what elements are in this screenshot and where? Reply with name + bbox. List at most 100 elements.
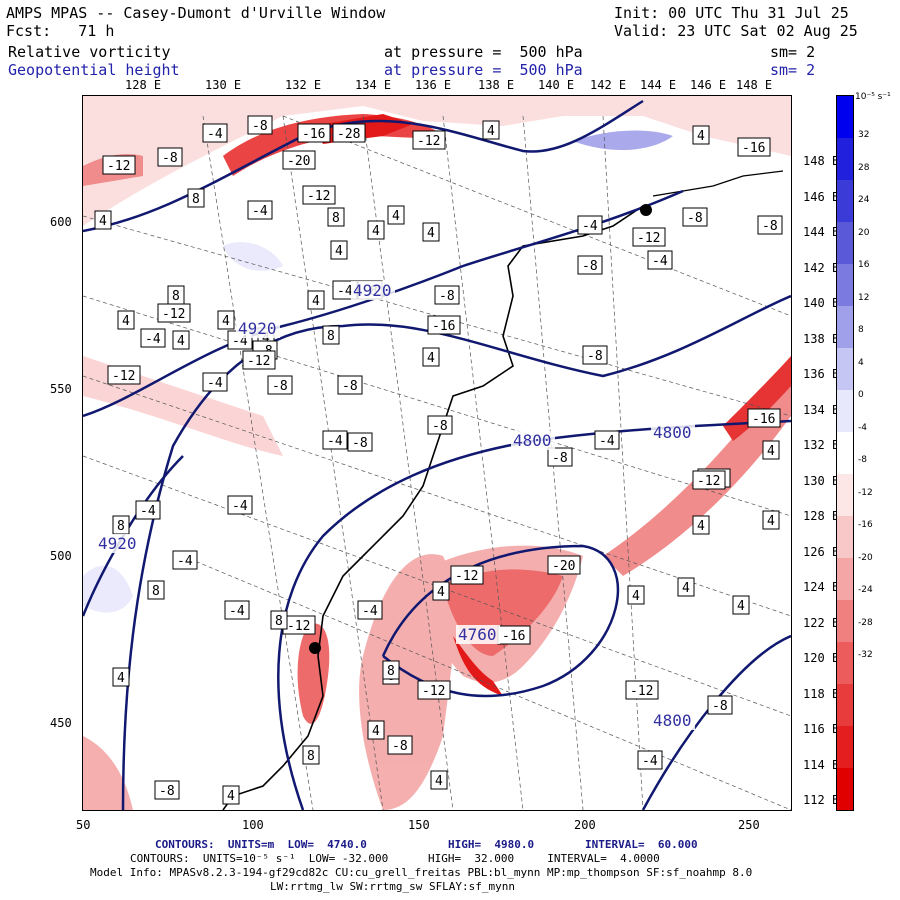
vorticity-label-box xyxy=(757,215,783,235)
top-lon-label: 134 E xyxy=(355,78,392,92)
vorticity-label-box xyxy=(327,207,345,227)
vorticity-label: 8 xyxy=(307,749,315,764)
right-lon-label: 120 E xyxy=(803,651,840,665)
vorticity-label: -4 xyxy=(652,254,668,269)
vorticity-label-box xyxy=(677,577,695,597)
casey-station-marker xyxy=(309,642,321,654)
vorticity-label: -4 xyxy=(252,204,268,219)
colorbar-label: 12 xyxy=(858,292,870,303)
vorticity-label-box xyxy=(412,130,446,150)
valid-time: Valid: 23 UTC Sat 02 Aug 25 xyxy=(614,22,858,40)
colorbar-swatch xyxy=(837,558,853,600)
top-lon-label: 140 E xyxy=(538,78,575,92)
vorticity-label-box xyxy=(157,303,191,323)
colorbar-label: 32 xyxy=(858,130,870,140)
vorticity-label: 8 xyxy=(172,289,180,304)
vorticity-label: -4 xyxy=(327,434,343,449)
vorticity-label-box xyxy=(172,550,198,570)
x-tick-label: 150 xyxy=(408,818,430,832)
colorbar-label: -32 xyxy=(858,650,873,660)
height-label-bg xyxy=(96,534,140,553)
vorticity-label: -4 xyxy=(362,604,378,619)
colorbar-label: 16 xyxy=(858,260,870,270)
colorbar-swatch xyxy=(837,516,853,558)
top-lon-label: 138 E xyxy=(478,78,515,92)
vorticity-label: -12 xyxy=(247,354,270,369)
colorbar-swatch xyxy=(837,390,853,432)
vorticity-label-box xyxy=(102,155,136,175)
vorticity-label-box xyxy=(224,600,250,620)
footer-height-high: HIGH= 4980.0 xyxy=(448,838,535,851)
colorbar-label: -12 xyxy=(858,487,873,498)
vorticity-label: -4 xyxy=(145,332,161,347)
top-lon-label: 148 E xyxy=(736,78,773,92)
vorticity-label: 4 xyxy=(227,789,235,804)
colorbar-swatch xyxy=(837,726,853,768)
vorticity-label: -12 xyxy=(697,474,720,489)
right-lon-label: 134 E xyxy=(803,402,840,417)
vorticity-label: -8 xyxy=(252,119,268,134)
vorticity-label: -8 xyxy=(159,784,175,799)
vorticity-label-box xyxy=(157,147,183,167)
y-tick-label: 600 xyxy=(50,215,72,229)
right-lon-label: 128 E xyxy=(803,509,840,523)
vorticity-label-box xyxy=(547,447,573,467)
map-plot[interactable]: -4 -8 -16 -12 -8 -20 -28 -12 -16 4 4 8 -4 8 -8 4 -12 4 4 4-… xyxy=(82,95,792,811)
vorticity-label-box xyxy=(482,120,500,140)
vorticity-label: 4 xyxy=(122,314,130,329)
height-label: 4800 xyxy=(653,423,692,442)
colorbar-label: 20 xyxy=(858,227,870,238)
init-time: Init: 00 UTC Thu 31 Jul 25 xyxy=(614,4,849,22)
colorbar-label: -28 xyxy=(858,617,873,628)
colorbar-swatch xyxy=(837,684,853,726)
vorticity-label-box xyxy=(242,350,276,370)
vorticity-label-box xyxy=(647,250,673,270)
vorticity-label: 4 xyxy=(392,209,400,224)
vorticity-label-box xyxy=(427,415,453,435)
vorticity-label-box xyxy=(732,595,750,615)
vorticity-label: 4 xyxy=(697,519,705,534)
right-lon-label: 112 E xyxy=(803,793,840,807)
colorbar-swatch xyxy=(837,180,853,222)
vorticity-label: -8 xyxy=(582,259,598,274)
top-lon-label: 142 E xyxy=(590,78,627,92)
vorticity-label-box xyxy=(172,330,190,350)
vorticity-label: 4 xyxy=(487,124,495,139)
vorticity-label-box xyxy=(450,565,484,585)
colorbar-label: 4 xyxy=(858,357,864,368)
height-label-bg xyxy=(511,431,555,450)
vorticity-label-box xyxy=(434,285,460,305)
vorticity-label-box xyxy=(302,185,336,205)
y-tick-label: 550 xyxy=(50,382,72,396)
vorticity-label: -12 xyxy=(630,684,653,699)
colorbar-label: -16 xyxy=(858,520,873,530)
right-lon-label: 122 E xyxy=(803,615,840,630)
right-lon-label: 144 E xyxy=(803,225,840,239)
vorticity-label: 4 xyxy=(427,226,435,241)
colorbar-label: 0 xyxy=(858,390,864,400)
dumont-durville-station-marker xyxy=(640,204,652,216)
field2-name: Geopotential height xyxy=(8,61,180,79)
vorticity-label: 4 xyxy=(262,331,270,346)
colorbar-label: 28 xyxy=(858,162,870,173)
vorticity-label: -4 xyxy=(207,376,223,391)
vorticity-label-box xyxy=(330,240,348,260)
forecast-hour: Fcst: 71 h xyxy=(6,22,115,40)
vorticity-label-box xyxy=(692,515,710,535)
vorticity-label: -12 xyxy=(107,159,130,174)
colorbar-swatch xyxy=(837,222,853,264)
height-label: 4760 xyxy=(458,625,497,644)
vorticity-label: 8 xyxy=(327,329,335,344)
vorticity-label: -12 xyxy=(112,369,135,384)
vorticity-label: 4 xyxy=(737,599,745,614)
top-lon-label: 132 E xyxy=(285,78,322,92)
vorticity-label-box xyxy=(297,123,331,143)
vorticity-label-box xyxy=(270,610,288,630)
vorticity-label: -12 xyxy=(162,307,185,322)
right-lon-label: 126 E xyxy=(803,544,840,559)
vorticity-label-box xyxy=(187,188,205,208)
vorticity-label-box xyxy=(627,585,645,605)
colorbar-swatch xyxy=(837,600,853,642)
map-svg: -4-8-16-12-8 -20-28 -12 -164 48-4 8-84-12444-… xyxy=(83,96,791,810)
vorticity-label: -8 xyxy=(162,151,178,166)
